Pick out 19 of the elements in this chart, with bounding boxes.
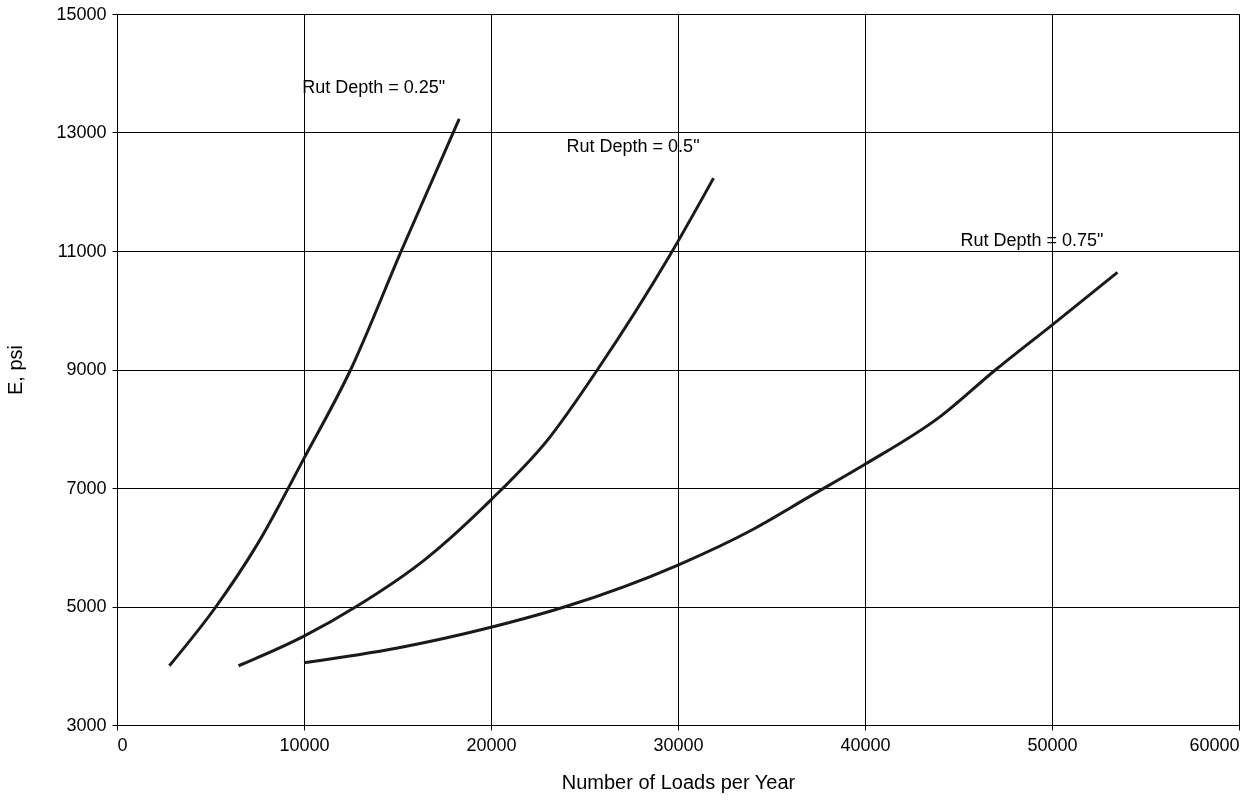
y-axis-title: E, psi [4,344,27,396]
line-series [237,176,716,668]
line-series [302,270,1119,665]
y-tick-label: 5000 [66,596,107,616]
y-tick-label: 7000 [66,477,107,498]
x-tick-label: 30000 [653,734,704,755]
x-tick-label: 0 [117,734,128,755]
y-tick-label: 13000 [56,122,107,142]
y-tick-label: 9000 [66,359,107,379]
x-tick-label: 20000 [466,734,517,755]
x-tick-label: 50000 [1027,734,1078,755]
x-tick-label: 10000 [279,734,330,755]
x-tick-label: 60000 [1189,734,1240,755]
x-axis-title: Number of Loads per Year [561,770,796,793]
line-series [167,117,461,668]
y-tick-label: 15000 [56,3,107,24]
y-tick-label: 3000 [66,714,107,735]
y-tick-label: 11000 [57,240,107,261]
x-tick-label: 40000 [840,734,891,755]
